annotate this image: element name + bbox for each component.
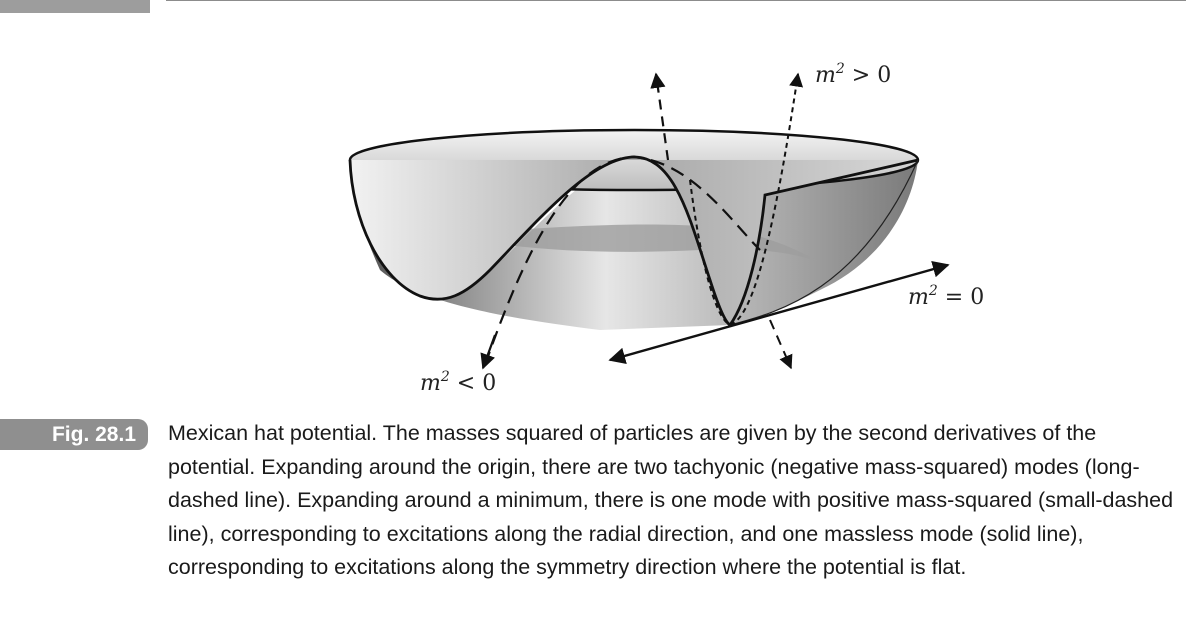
tachyonic-arrow-up [650, 72, 670, 161]
figure-caption: Mexican hat potential. The masses square… [168, 421, 1174, 579]
label-m2-negative: m2 < 0 [420, 369, 496, 396]
label-m2-zero: m2 = 0 [908, 283, 984, 310]
massless-mode-line [608, 261, 950, 364]
tachyonic-arrow-down [480, 334, 497, 370]
header-tab-marker [0, 0, 150, 13]
header-rule [166, 0, 1186, 1]
radial-mode-lower-arrow [769, 319, 793, 370]
tachyonic-mode-curve [483, 155, 761, 366]
cutaway-section [350, 156, 918, 325]
figure-number-tag: Fig. 28.1 [0, 419, 148, 450]
mexican-hat-figure: m2 > 0 m2 = 0 m2 < 0 [348, 61, 984, 396]
label-m2-positive: m2 > 0 [815, 61, 891, 88]
